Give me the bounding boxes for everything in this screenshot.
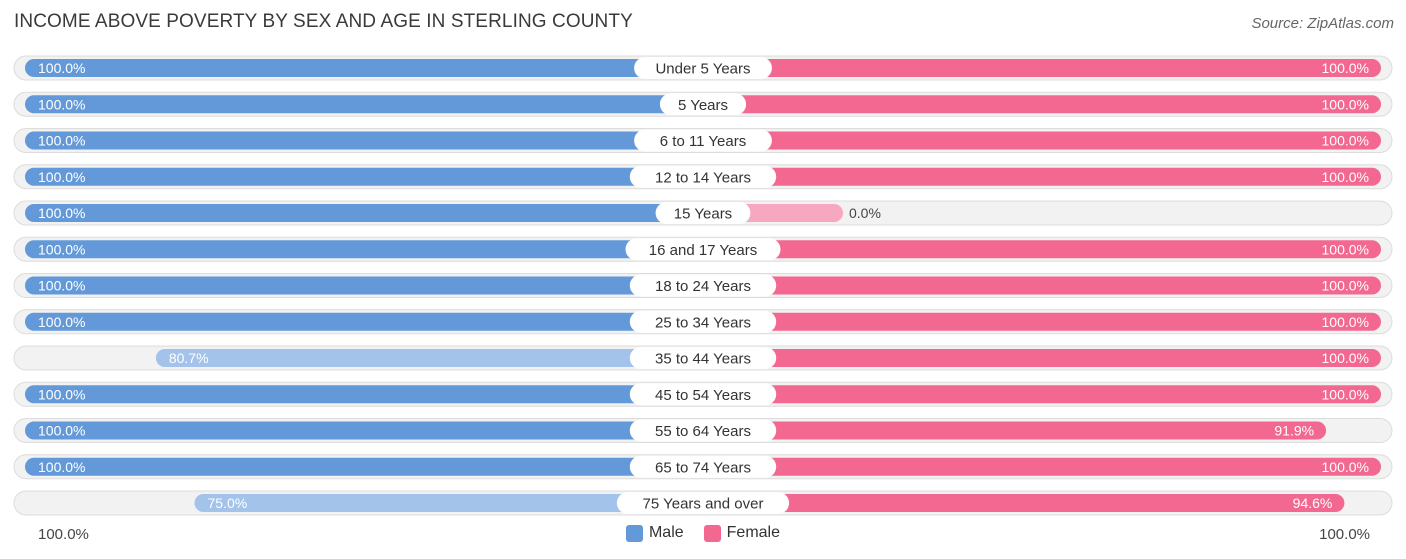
data-label-female: 100.0% <box>1322 278 1369 294</box>
bar-male <box>25 167 703 186</box>
category-label: Under 5 Years <box>655 61 750 78</box>
axis-right-label: 100.0% <box>1319 526 1370 543</box>
category-label: 35 to 44 Years <box>655 351 751 368</box>
data-label-male: 100.0% <box>38 386 85 402</box>
category-label: 65 to 74 Years <box>655 459 751 476</box>
data-label-female: 0.0% <box>849 205 881 221</box>
bar-male <box>25 276 703 295</box>
bar-male <box>25 95 703 114</box>
category-label: 55 to 64 Years <box>655 423 751 440</box>
category-label: 6 to 11 Years <box>660 133 746 150</box>
bar-male <box>25 385 703 404</box>
data-label-male: 100.0% <box>38 169 85 185</box>
legend-item-female[interactable]: Female <box>703 524 781 542</box>
data-label-male: 100.0% <box>38 96 85 112</box>
data-label-female: 94.6% <box>1293 495 1333 511</box>
axis-left-label: 100.0% <box>38 526 89 543</box>
data-label-female: 100.0% <box>1322 133 1369 149</box>
bar-male <box>194 494 703 512</box>
data-label-female: 91.9% <box>1274 423 1314 439</box>
category-pill <box>629 310 777 333</box>
bar-female <box>703 95 1381 114</box>
bar-male <box>25 59 703 77</box>
category-pill <box>629 274 777 297</box>
category-label: 5 Years <box>678 97 728 114</box>
data-label-female: 100.0% <box>1322 350 1369 366</box>
category-label: 25 to 34 Years <box>655 314 751 331</box>
category-label: 18 to 24 Years <box>655 278 751 295</box>
data-label-female: 100.0% <box>1322 241 1369 257</box>
bar-female <box>703 494 1345 512</box>
bar-female <box>703 131 1381 150</box>
chart-source: Source: ZipAtlas.com <box>1251 15 1394 32</box>
data-label-male: 100.0% <box>38 423 85 439</box>
chart-title: INCOME ABOVE POVERTY BY SEX AND AGE IN S… <box>14 11 633 32</box>
category-pill <box>629 165 777 188</box>
category-pill <box>629 419 777 442</box>
bar-female <box>703 421 1327 440</box>
data-label-male: 75.0% <box>208 495 248 511</box>
data-label-male: 100.0% <box>38 314 85 330</box>
data-label-male: 100.0% <box>38 133 85 149</box>
bar-male <box>155 349 703 367</box>
data-label-male: 100.0% <box>38 60 85 76</box>
category-label: 75 Years and over <box>643 496 764 513</box>
category-pill <box>634 57 772 79</box>
data-label-male: 100.0% <box>38 241 85 257</box>
data-label-female: 100.0% <box>1322 386 1369 402</box>
legend-label-male: Male <box>648 524 684 541</box>
data-label-female: 100.0% <box>1322 169 1369 185</box>
data-label-female: 100.0% <box>1322 459 1369 475</box>
bar-female <box>703 312 1381 331</box>
category-pill <box>629 383 777 406</box>
data-label-female: 100.0% <box>1322 96 1369 112</box>
category-pill <box>629 455 777 478</box>
legend-swatch-male <box>625 524 643 542</box>
category-label: 15 Years <box>674 206 732 223</box>
category-pill <box>659 93 747 116</box>
data-label-female: 100.0% <box>1322 60 1369 76</box>
category-pill <box>634 129 772 152</box>
category-label: 12 to 14 Years <box>655 169 751 186</box>
bar-male <box>25 421 703 440</box>
bar-male <box>25 312 703 331</box>
data-label-male: 100.0% <box>38 459 85 475</box>
bar-male <box>25 240 703 259</box>
bar-female <box>703 240 1381 259</box>
bar-female <box>703 385 1381 404</box>
category-pill <box>655 202 751 224</box>
data-label-male: 100.0% <box>38 205 85 221</box>
bar-male <box>25 204 703 222</box>
legend-item-male[interactable]: Male <box>625 524 684 542</box>
bar-male <box>25 131 703 150</box>
category-label: 16 and 17 Years <box>649 242 757 259</box>
category-pill <box>625 238 781 261</box>
bar-female <box>703 457 1381 476</box>
data-label-female: 100.0% <box>1322 314 1369 330</box>
category-pill <box>629 347 777 369</box>
bar-female <box>703 59 1381 77</box>
category-label: 45 to 54 Years <box>655 387 751 404</box>
legend-swatch-female <box>703 524 721 542</box>
bar-female <box>703 349 1381 367</box>
data-label-male: 100.0% <box>38 278 85 294</box>
legend: Male Female <box>0 524 1406 542</box>
bar-female <box>703 276 1381 295</box>
legend-label-female: Female <box>726 524 781 541</box>
data-label-male: 80.7% <box>169 350 209 366</box>
bar-male <box>25 457 703 476</box>
category-pill <box>616 492 790 514</box>
bar-female <box>703 167 1381 186</box>
